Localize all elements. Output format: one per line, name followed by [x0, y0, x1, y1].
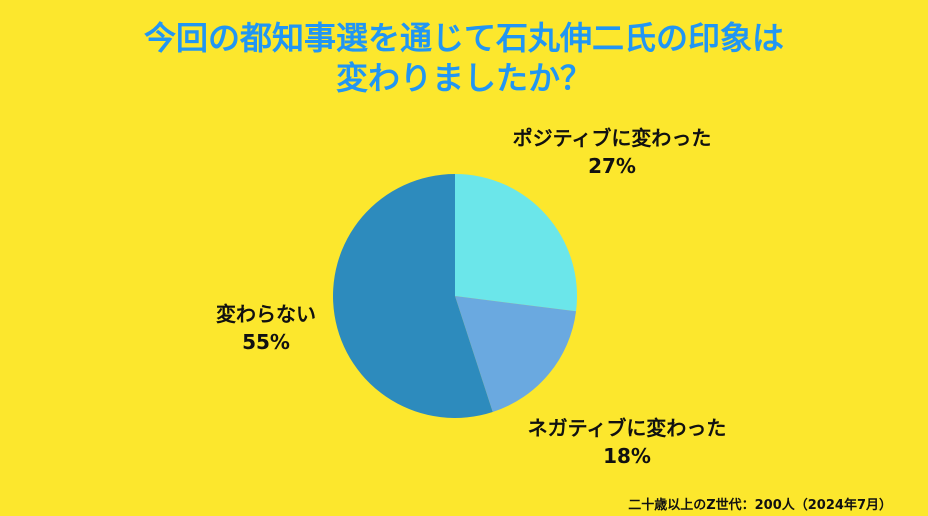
- slice-label-positive-value: 27%: [588, 154, 636, 178]
- pie-slice-negative: [455, 296, 577, 413]
- pie-slice-unchanged: [333, 174, 493, 419]
- pie-slice-positive: [455, 174, 578, 312]
- chart-title-line-2: 変わりましたか？: [335, 59, 592, 97]
- slice-label-unchanged-value: 55%: [242, 330, 290, 354]
- slice-label-negative-text: ネガティブに変わった: [527, 416, 727, 440]
- footnote: 二十歳以上のZ世代：200人（2024年7月）: [628, 498, 892, 513]
- slice-label-negative: ネガティブに変わった 18%: [497, 414, 757, 470]
- chart-title-line-1: 今回の都知事選を通じて石丸伸二氏の印象は: [143, 19, 784, 57]
- slice-label-negative-value: 18%: [603, 444, 651, 468]
- slice-label-unchanged: 変わらない 55%: [166, 300, 366, 356]
- slice-label-positive: ポジティブに変わった 27%: [482, 124, 742, 180]
- chart-title: 今回の都知事選を通じて石丸伸二氏の印象は 変わりましたか？: [0, 18, 928, 98]
- slice-label-positive-text: ポジティブに変わった: [512, 126, 712, 150]
- slice-label-unchanged-text: 変わらない: [216, 302, 316, 326]
